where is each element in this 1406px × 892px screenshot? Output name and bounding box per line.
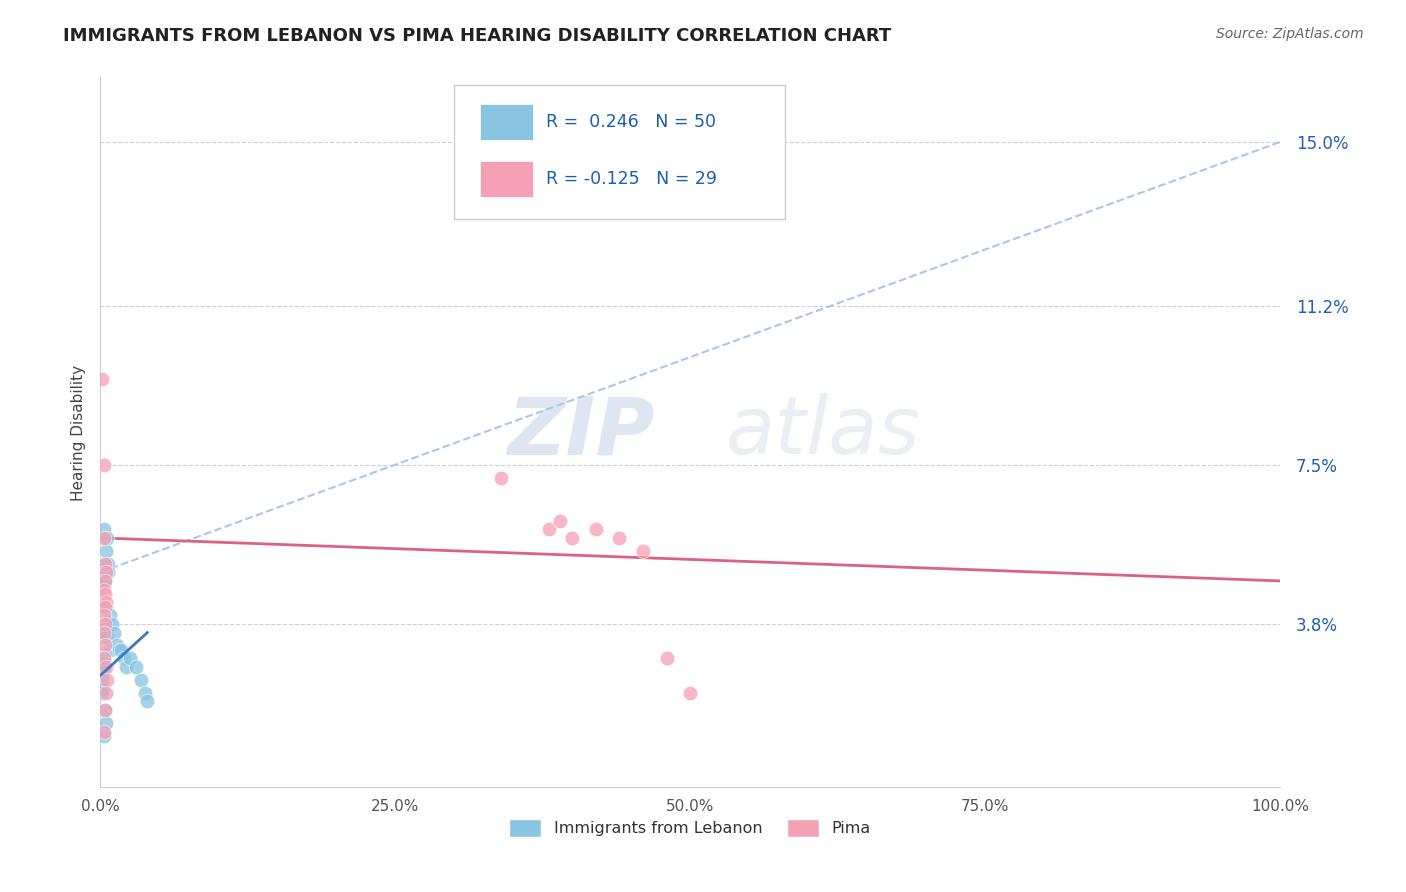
Point — [537, 522, 560, 536]
Point — [491, 470, 513, 484]
Bar — [479, 104, 533, 140]
Point — [94, 574, 117, 588]
Point — [94, 703, 117, 717]
Point — [97, 557, 120, 571]
Point — [91, 660, 114, 674]
Point — [94, 686, 117, 700]
Y-axis label: Hearing Disability: Hearing Disability — [72, 365, 86, 500]
Point — [93, 582, 115, 597]
Point — [94, 660, 117, 674]
Point — [93, 660, 115, 674]
Point — [94, 703, 117, 717]
Point — [91, 668, 114, 682]
Point — [94, 715, 117, 730]
Point — [98, 642, 121, 657]
Point — [94, 639, 117, 653]
Point — [96, 630, 118, 644]
Point — [93, 522, 115, 536]
Point — [105, 639, 128, 653]
Legend: Immigrants from Lebanon, Pima: Immigrants from Lebanon, Pima — [503, 813, 877, 844]
Point — [94, 566, 117, 580]
Point — [93, 630, 115, 644]
Point — [585, 522, 607, 536]
Point — [91, 665, 114, 679]
Point — [136, 694, 159, 708]
Text: R = -0.125   N = 29: R = -0.125 N = 29 — [546, 170, 717, 188]
Text: R =  0.246   N = 50: R = 0.246 N = 50 — [546, 113, 716, 131]
Point — [91, 651, 114, 665]
Point — [631, 543, 654, 558]
FancyBboxPatch shape — [454, 85, 785, 219]
Point — [91, 656, 114, 670]
Point — [101, 617, 124, 632]
Text: IMMIGRANTS FROM LEBANON VS PIMA HEARING DISABILITY CORRELATION CHART: IMMIGRANTS FROM LEBANON VS PIMA HEARING … — [63, 27, 891, 45]
Point — [94, 617, 117, 632]
Point — [91, 668, 114, 682]
Point — [94, 617, 117, 632]
Point — [103, 625, 125, 640]
Point — [131, 673, 153, 687]
Point — [124, 660, 146, 674]
Point — [91, 686, 114, 700]
Point — [134, 686, 156, 700]
Point — [96, 531, 118, 545]
Point — [93, 625, 115, 640]
Point — [655, 651, 678, 665]
Point — [91, 681, 114, 696]
Point — [110, 642, 132, 657]
Point — [91, 677, 114, 691]
Point — [94, 595, 117, 609]
Point — [94, 587, 117, 601]
Point — [94, 557, 117, 571]
Point — [93, 656, 115, 670]
Point — [607, 531, 630, 545]
Text: atlas: atlas — [725, 393, 921, 472]
Point — [94, 599, 117, 614]
Point — [93, 647, 115, 661]
Point — [108, 642, 131, 657]
Point — [94, 566, 117, 580]
Point — [93, 724, 115, 739]
Point — [91, 673, 114, 687]
Point — [91, 673, 114, 687]
Point — [93, 651, 115, 665]
Point — [91, 656, 114, 670]
Point — [94, 543, 117, 558]
Point — [94, 599, 117, 614]
Point — [112, 651, 135, 665]
Point — [97, 566, 120, 580]
Point — [679, 686, 702, 700]
Point — [115, 660, 138, 674]
Point — [91, 665, 114, 679]
Point — [93, 608, 115, 623]
Text: Source: ZipAtlas.com: Source: ZipAtlas.com — [1216, 27, 1364, 41]
Point — [93, 729, 115, 743]
Point — [94, 557, 117, 571]
Point — [550, 514, 572, 528]
Point — [98, 608, 121, 623]
Point — [91, 372, 114, 386]
Bar — [479, 161, 533, 197]
Point — [91, 651, 114, 665]
Point — [93, 651, 115, 665]
Text: ZIP: ZIP — [508, 393, 655, 472]
Point — [93, 531, 115, 545]
Point — [96, 673, 118, 687]
Point — [94, 574, 117, 588]
Point — [561, 531, 583, 545]
Point — [91, 651, 114, 665]
Point — [93, 458, 115, 472]
Point — [91, 660, 114, 674]
Point — [93, 574, 115, 588]
Point — [118, 651, 141, 665]
